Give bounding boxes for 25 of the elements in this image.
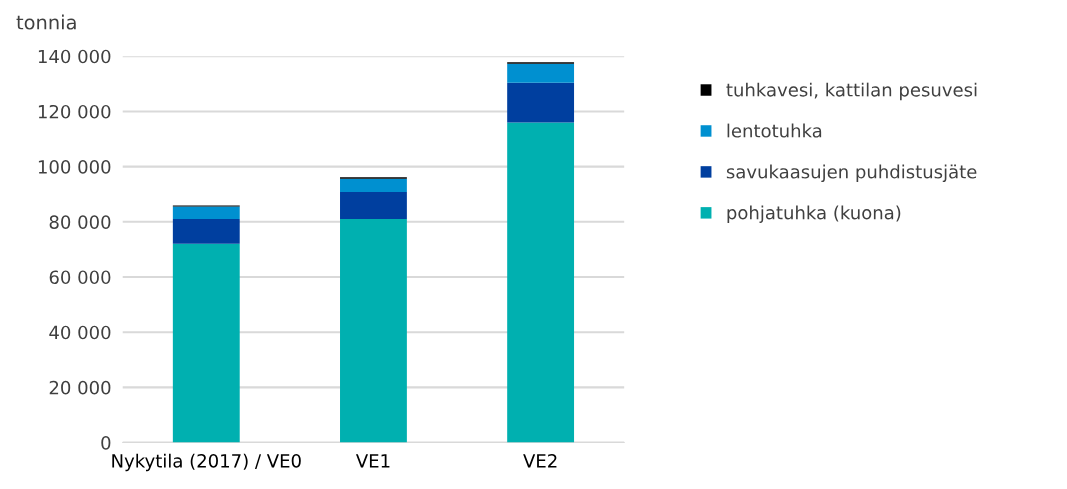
bar: [172, 219, 240, 244]
y-axis-title: tonnia: [16, 14, 76, 30]
bar: [507, 63, 575, 83]
bar: [172, 243, 240, 443]
bar: [340, 178, 407, 192]
y-tick-label: 120 000: [38, 104, 111, 119]
bar: [507, 122, 575, 443]
y-tick-label: 100 000: [38, 160, 111, 174]
bar: [340, 219, 407, 443]
y-tick-label: 80 000: [49, 215, 111, 229]
y-tick-label: 60 000: [49, 270, 111, 285]
x-tick-label: VE2: [523, 453, 557, 468]
y-tick-label: 0: [101, 436, 111, 450]
legend-label: tuhkavesi, kattilan pesuvesi: [726, 82, 977, 101]
bar: [172, 206, 240, 220]
bar: [340, 192, 407, 220]
x-tick-label: Nykytila (2017) / VE0: [112, 453, 301, 472]
legend-label: pohjatuhka (kuona): [727, 205, 901, 223]
y-tick-label: 140 000: [38, 49, 111, 64]
y-tick-label: 20 000: [49, 380, 111, 395]
x-tick-label: VE1: [355, 454, 390, 468]
y-tick-label: 40 000: [49, 325, 111, 340]
bar: [507, 82, 575, 123]
legend-label: lentotuhka: [727, 123, 822, 138]
legend-label: savukaasujen puhdistusjäte: [726, 164, 977, 183]
